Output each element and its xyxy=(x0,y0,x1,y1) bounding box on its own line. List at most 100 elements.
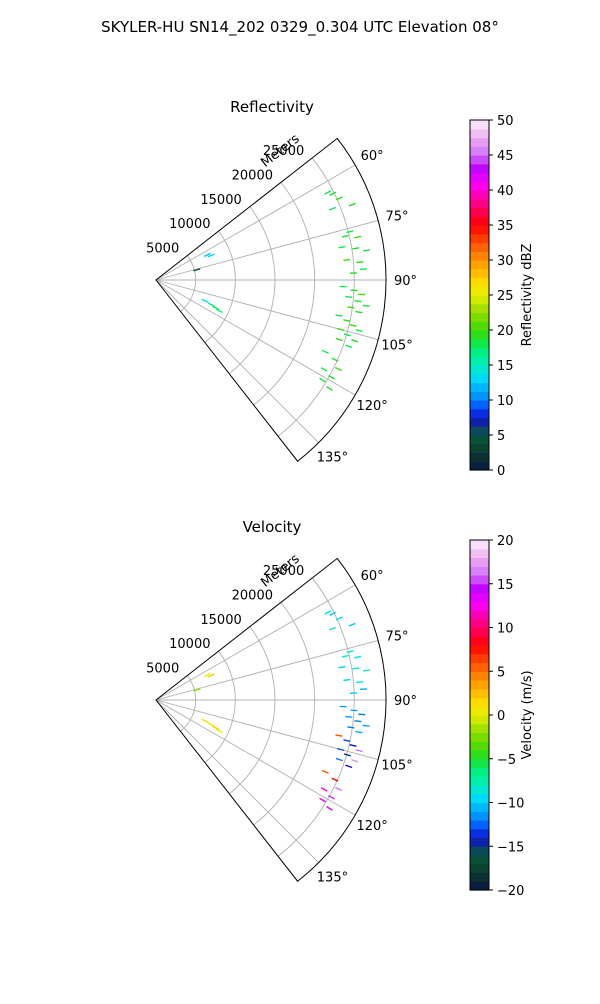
colorbar-segment xyxy=(470,295,489,304)
radar-gate xyxy=(356,750,363,752)
colorbar-tick-label: 0 xyxy=(497,464,505,479)
colorbar-tick-label: 10 xyxy=(497,394,514,409)
radar-gate xyxy=(216,729,222,732)
radar-gate xyxy=(352,248,359,249)
radar-gate xyxy=(347,231,354,233)
angular-tick-label: 135° xyxy=(317,870,348,885)
radial-gridline xyxy=(180,256,195,312)
colorbar-segment xyxy=(470,706,489,715)
radial-gridline xyxy=(229,207,275,374)
radial-tick-label: 10000 xyxy=(169,217,210,232)
reflectivity-panel: Reflectivity500010000150002000025000Mete… xyxy=(146,98,535,479)
radar-gate xyxy=(354,721,361,722)
colorbar-tick-label: 30 xyxy=(497,254,514,269)
colorbar-tick-label: −10 xyxy=(497,797,524,812)
colorbar-segment xyxy=(470,846,489,855)
radar-gate xyxy=(337,749,344,751)
colorbar-tick-label: 20 xyxy=(497,324,514,339)
radar-gate xyxy=(363,670,370,671)
colorbar-tick-label: 0 xyxy=(497,709,505,724)
radar-gate xyxy=(350,745,357,747)
colorbar-segment xyxy=(470,619,489,628)
radar-gate xyxy=(354,236,361,237)
colorbar-segment xyxy=(470,540,489,549)
radial-gridline xyxy=(278,578,354,856)
colorbar-tick-label: 10 xyxy=(497,622,514,637)
radar-gate xyxy=(355,312,362,313)
colorbar-segment xyxy=(470,768,489,777)
colorbar-segment xyxy=(470,663,489,672)
colorbar-segment xyxy=(470,733,489,742)
radar-gate xyxy=(347,307,354,308)
angular-tick-label: 75° xyxy=(386,629,409,644)
colorbar-segment xyxy=(470,680,489,689)
colorbar-segment xyxy=(470,750,489,759)
angular-tick-label: 120° xyxy=(356,819,387,834)
radar-gate xyxy=(342,656,349,658)
radar-gate xyxy=(328,796,334,799)
radar-gate xyxy=(338,667,345,668)
angular-tick-label: 90° xyxy=(394,694,417,709)
colorbar-tick-label: −15 xyxy=(497,840,524,855)
colorbar-segment xyxy=(470,321,489,330)
colorbar-segment xyxy=(470,759,489,768)
radar-gate xyxy=(321,788,327,791)
colorbar-tick-label: 5 xyxy=(497,429,505,444)
colorbar-segment xyxy=(470,558,489,567)
colorbar-tick-label: 40 xyxy=(497,184,514,199)
colorbar-tick-label: 15 xyxy=(497,359,514,374)
colorbar-segment xyxy=(470,356,489,365)
colorbar-segment xyxy=(470,313,489,322)
angular-gridline xyxy=(156,700,319,863)
angular-tick-label: 135° xyxy=(317,450,348,465)
colorbar-segment xyxy=(470,286,489,295)
colorbar-segment xyxy=(470,645,489,654)
colorbar-segment xyxy=(470,251,489,260)
radar-gate xyxy=(325,611,331,614)
angular-tick-label: 120° xyxy=(356,399,387,414)
radar-gate xyxy=(350,325,357,327)
radar-gate xyxy=(351,340,358,342)
colorbar-segment xyxy=(470,820,489,829)
radar-gate xyxy=(345,345,352,347)
colorbar-segment xyxy=(470,689,489,698)
colorbar-segment xyxy=(470,234,489,243)
angular-gridline xyxy=(156,700,355,815)
colorbar-tick-label: −5 xyxy=(497,753,516,768)
colorbar-segment xyxy=(470,785,489,794)
angular-gridline xyxy=(156,280,355,395)
radar-gate xyxy=(208,723,214,726)
colorbar-label: Velocity (m/s) xyxy=(520,670,535,759)
colorbar-segment xyxy=(470,461,489,470)
radar-gate xyxy=(322,771,328,774)
colorbar-segment xyxy=(470,155,489,164)
radial-gridline xyxy=(229,627,275,794)
colorbar-segment xyxy=(470,593,489,602)
colorbar-segment xyxy=(470,864,489,873)
colorbar-segment xyxy=(470,426,489,435)
colorbar-segment xyxy=(470,278,489,287)
radial-tick-label: 15000 xyxy=(200,613,241,628)
radar-gate xyxy=(336,735,343,736)
radial-tick-label: 5000 xyxy=(146,662,179,677)
colorbar-tick-label: −20 xyxy=(497,884,524,899)
colorbar-segment xyxy=(470,120,489,129)
colorbar-segment xyxy=(470,794,489,803)
colorbar-segment xyxy=(470,146,489,155)
radar-gate xyxy=(320,798,326,802)
radar-gate xyxy=(363,305,370,306)
radar-gate xyxy=(338,247,345,248)
radar-gate xyxy=(216,309,222,312)
colorbar-segment xyxy=(470,260,489,269)
panel-title: Reflectivity xyxy=(230,98,314,116)
figure-title: SKYLER-HU SN14_202 0329_0.304 UTC Elevat… xyxy=(101,18,499,37)
radar-gate xyxy=(351,760,358,762)
radial-tick-label: 15000 xyxy=(200,193,241,208)
colorbar-segment xyxy=(470,339,489,348)
radar-gate xyxy=(347,651,354,653)
radial-tick-label: 5000 xyxy=(146,242,179,257)
colorbar-segment xyxy=(470,566,489,575)
colorbar-segment xyxy=(470,330,489,339)
radar-gate xyxy=(208,303,214,306)
